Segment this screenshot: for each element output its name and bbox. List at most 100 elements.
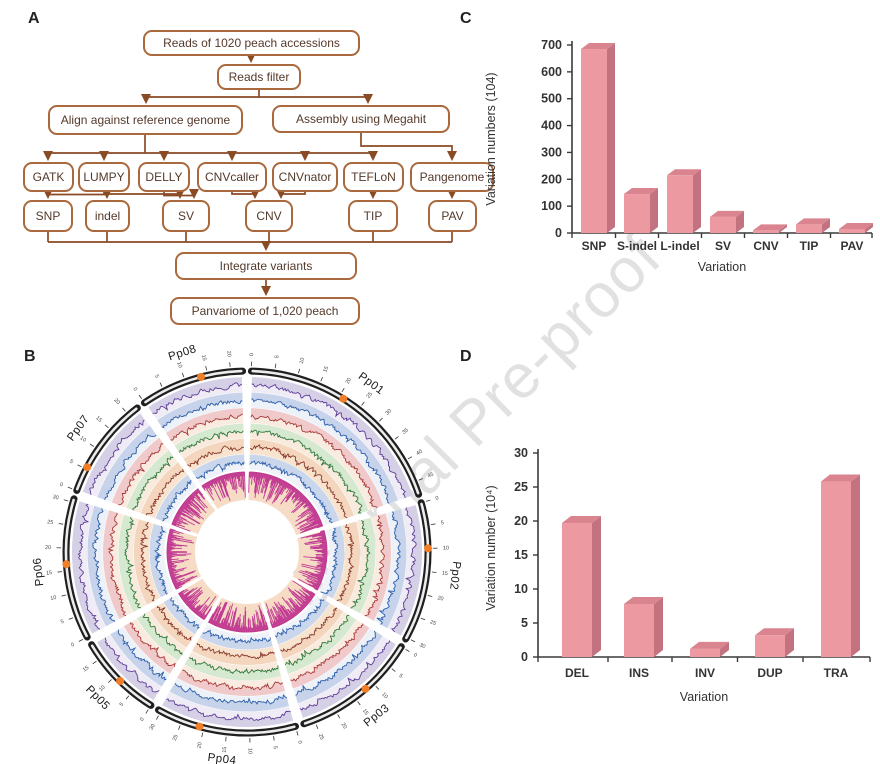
svg-text:10: 10	[175, 361, 183, 369]
flowchart-panel: Reads of 1020 peach accessions Reads filt…	[0, 0, 500, 335]
circos-track-2-blue	[87, 392, 407, 712]
circos-track-1-purple	[72, 377, 423, 727]
svg-text:0: 0	[412, 652, 418, 659]
svg-text:30: 30	[149, 723, 157, 731]
svg-text:15: 15	[46, 570, 53, 577]
svg-text:15: 15	[82, 665, 90, 673]
svg-text:25: 25	[172, 734, 180, 742]
svg-text:400: 400	[541, 119, 562, 133]
x-axis-label: Variation	[680, 690, 728, 704]
bar-L-indel	[667, 169, 701, 233]
svg-text:10: 10	[98, 684, 106, 692]
svg-text:0: 0	[249, 353, 255, 356]
svg-text:0: 0	[555, 226, 562, 240]
svg-text:30: 30	[418, 642, 426, 650]
svg-text:0: 0	[435, 495, 440, 502]
svg-text:45: 45	[427, 472, 435, 480]
svg-text:5: 5	[397, 673, 403, 680]
svg-text:10: 10	[247, 748, 253, 754]
centromere-dot	[62, 560, 71, 569]
svg-text:25: 25	[317, 733, 325, 741]
svg-text:40: 40	[415, 449, 423, 457]
svg-text:15: 15	[441, 571, 448, 578]
flowchart-node-megahit: Assembly using Megahit	[272, 105, 450, 133]
bar-TRA	[821, 474, 860, 657]
centromere-dot	[116, 677, 125, 685]
flowchart-node-pav: PAV	[428, 200, 477, 232]
svg-text:30: 30	[514, 446, 528, 460]
flowchart-node-tip: TIP	[348, 200, 398, 232]
category-label: CNV	[753, 239, 778, 253]
svg-text:15: 15	[361, 708, 369, 716]
chromosome-label: Pp04	[207, 752, 237, 764]
svg-text:100: 100	[541, 199, 562, 213]
bar-chart-sv-types: 0 5 10 15 20 25 30 DEL INS INV DUP TRA Variation Vari…	[484, 446, 871, 704]
svg-text:5: 5	[60, 619, 65, 626]
centromere-dot	[361, 684, 370, 693]
flowchart-arrows	[42, 52, 458, 297]
svg-text:600: 600	[541, 65, 562, 79]
svg-text:5: 5	[274, 355, 280, 359]
svg-text:500: 500	[541, 92, 562, 106]
bar-S-indel	[624, 188, 658, 233]
circos-track-3-red	[103, 408, 391, 697]
svg-text:5: 5	[68, 459, 73, 466]
svg-text:25: 25	[47, 519, 54, 526]
svg-text:20: 20	[345, 377, 353, 385]
panel-b-label: B	[24, 348, 36, 365]
svg-text:20: 20	[514, 514, 528, 528]
svg-text:5: 5	[153, 374, 160, 379]
category-label: PAV	[841, 239, 864, 253]
svg-text:10: 10	[514, 582, 528, 596]
panel-a-label: A	[28, 10, 40, 27]
svg-text:20: 20	[45, 545, 51, 551]
chromosome-label: Pp03	[362, 702, 392, 729]
svg-text:300: 300	[541, 145, 562, 159]
flowchart-node-cnv: CNV	[245, 200, 293, 232]
category-label: S-indel	[617, 239, 657, 253]
flowchart-node-lumpy: LUMPY	[78, 162, 130, 192]
bar-TIP	[796, 218, 830, 233]
category-label: TRA	[824, 666, 849, 680]
bar-DUP	[755, 628, 794, 657]
flowchart-node-gatk: GATK	[23, 162, 74, 192]
svg-text:20: 20	[437, 595, 444, 602]
svg-text:0: 0	[70, 642, 75, 649]
flowchart-node-snp: SNP	[23, 200, 73, 232]
svg-text:700: 700	[541, 38, 562, 52]
bar-INS	[624, 596, 663, 657]
category-label: SNP	[582, 239, 607, 253]
svg-text:0: 0	[131, 387, 138, 393]
svg-text:10: 10	[299, 357, 306, 364]
svg-text:10: 10	[380, 692, 388, 700]
flowchart-node-sv: SV	[162, 200, 210, 232]
centromere-dot	[197, 372, 205, 381]
svg-text:10: 10	[443, 545, 449, 551]
centromere-dot	[83, 463, 92, 472]
svg-text:5: 5	[272, 746, 278, 750]
svg-text:15: 15	[222, 746, 229, 753]
bar-INV	[690, 641, 729, 657]
svg-text:25: 25	[366, 391, 374, 399]
svg-text:20: 20	[225, 351, 232, 358]
centromere-dot	[339, 394, 348, 403]
bar-SV	[710, 210, 744, 233]
svg-text:35: 35	[401, 427, 409, 435]
category-label: L-indel	[660, 239, 699, 253]
x-axis-label: Variation	[698, 260, 746, 274]
svg-text:0: 0	[59, 482, 64, 489]
circos-track-7-magenta	[166, 471, 328, 633]
bar-PAV	[839, 222, 873, 233]
svg-text:10: 10	[79, 435, 87, 443]
svg-text:30: 30	[52, 494, 59, 501]
svg-text:0: 0	[296, 740, 303, 744]
svg-text:0: 0	[521, 650, 528, 664]
chromosome-label: Pp02	[447, 561, 462, 591]
circos-plot: 051015202530354045Pp01051015202530Pp0205…	[32, 343, 463, 764]
circos-track-5-maroon	[133, 439, 361, 665]
svg-text:5: 5	[119, 702, 126, 708]
svg-text:30: 30	[385, 408, 393, 416]
svg-text:20: 20	[339, 722, 347, 730]
svg-text:0: 0	[139, 717, 146, 723]
